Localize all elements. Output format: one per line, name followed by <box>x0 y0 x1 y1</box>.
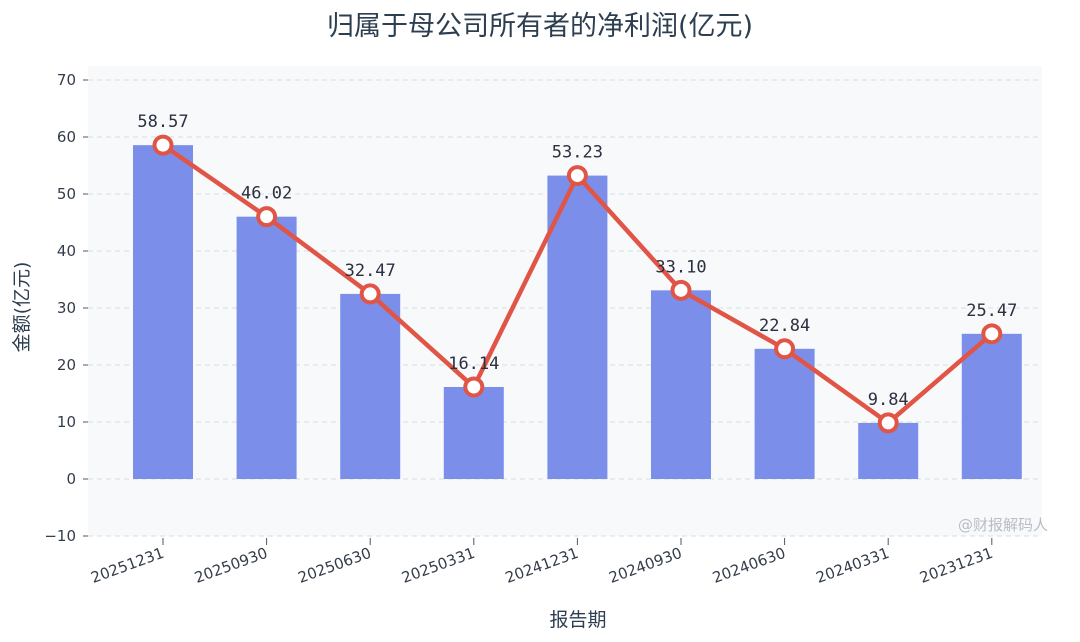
watermark: @财报解码人 <box>958 516 1048 534</box>
line-point <box>981 323 1003 345</box>
y-tick-label: 10 <box>57 413 76 431</box>
bar <box>961 333 1022 479</box>
line-point <box>152 134 174 156</box>
x-tick-label: 20241231 <box>503 544 581 587</box>
chart-title: 归属于母公司所有者的净利润(亿元) <box>326 11 754 42</box>
x-tick-label: 20231231 <box>917 544 995 587</box>
bar <box>443 387 504 479</box>
x-tick-label: 20240630 <box>710 544 788 587</box>
data-label: 9.84 <box>868 390 909 410</box>
bar <box>340 293 401 479</box>
y-tick-label: 60 <box>57 128 76 146</box>
y-axis-title: 金额(亿元) <box>11 262 33 353</box>
line-point <box>256 206 278 228</box>
x-axis-title: 报告期 <box>549 609 606 631</box>
line-point <box>774 338 796 360</box>
data-label: 58.57 <box>137 112 188 132</box>
line-point <box>359 283 381 305</box>
bar <box>754 348 815 479</box>
bar <box>236 216 297 479</box>
data-label: 53.23 <box>552 143 603 163</box>
y-tick-label: 40 <box>57 242 76 260</box>
bar-series <box>133 145 1022 480</box>
data-labels: 58.57 46.02 32.47 16.14 53.23 33.10 22.84 9.84 2… <box>137 112 1017 410</box>
data-label: 32.47 <box>345 261 396 281</box>
data-label: 22.84 <box>759 316 810 336</box>
y-tick-label: 20 <box>57 356 76 374</box>
data-label: 16.14 <box>448 354 499 374</box>
data-label: 46.02 <box>241 184 292 204</box>
x-tick-label: 20240930 <box>606 544 684 587</box>
line-point <box>566 165 588 187</box>
x-tick-label: 20250331 <box>399 544 477 587</box>
y-tick-label: 50 <box>57 185 76 203</box>
x-tick-label: 20250930 <box>192 544 270 587</box>
y-tick-label: 30 <box>57 299 76 317</box>
line-series <box>152 134 1003 434</box>
line-point <box>877 412 899 434</box>
y-tick-label: 70 <box>57 71 76 89</box>
data-label: 25.47 <box>966 301 1017 321</box>
y-tick-label: 0 <box>66 470 76 488</box>
x-tick-label: 20251231 <box>88 544 166 587</box>
line-point <box>463 376 485 398</box>
x-axis: 20251231 20250930 20250630 20250331 20241231… <box>88 538 995 587</box>
bar <box>547 175 608 480</box>
x-tick-label: 20250630 <box>296 544 374 587</box>
line-point <box>670 279 692 301</box>
y-tick-label: −10 <box>44 527 76 545</box>
x-tick-label: 20240331 <box>814 544 892 587</box>
bar <box>133 145 193 479</box>
data-label: 33.10 <box>655 257 706 277</box>
y-axis: −10 0 10 20 30 40 50 60 70 <box>44 71 88 545</box>
bar <box>651 290 711 479</box>
